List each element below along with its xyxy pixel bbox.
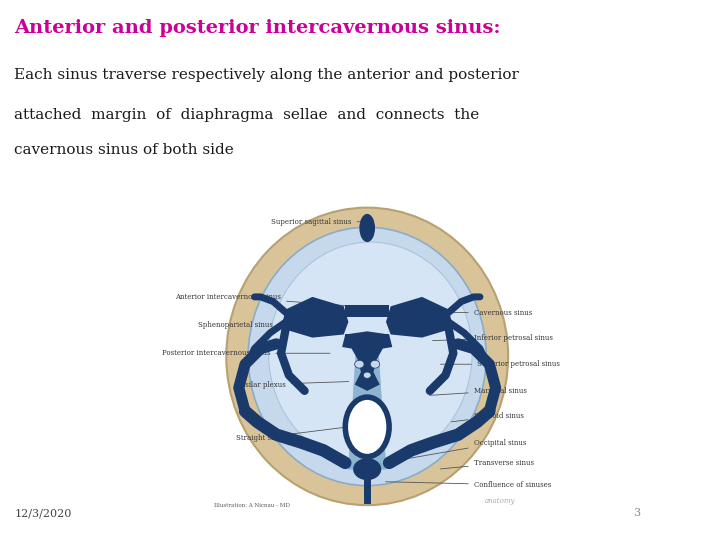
Text: 12/3/2020: 12/3/2020 [14, 508, 72, 518]
Text: Anterior and posterior intercavernous sinus:: Anterior and posterior intercavernous si… [14, 19, 501, 37]
Ellipse shape [364, 372, 371, 379]
Ellipse shape [269, 242, 472, 464]
Text: Superior petrosal sinus: Superior petrosal sinus [441, 360, 559, 368]
Text: Confluence of sinuses: Confluence of sinuses [386, 481, 551, 489]
Text: Posterior intercavernous sinus: Posterior intercavernous sinus [161, 349, 330, 357]
Ellipse shape [248, 227, 486, 485]
Polygon shape [346, 305, 389, 317]
Polygon shape [348, 349, 386, 469]
Text: Illustration: A Nicnau - MD: Illustration: A Nicnau - MD [214, 503, 289, 508]
Ellipse shape [370, 360, 379, 368]
Text: Each sinus traverse respectively along the anterior and posterior: Each sinus traverse respectively along t… [14, 68, 519, 82]
Text: 3: 3 [634, 508, 641, 518]
Polygon shape [386, 297, 454, 338]
Ellipse shape [226, 207, 508, 505]
Ellipse shape [350, 403, 384, 450]
Text: Inferior petrosal sinus: Inferior petrosal sinus [433, 334, 552, 342]
Text: Sphenoparietal sinus: Sphenoparietal sinus [199, 321, 330, 329]
Text: Sigmoid sinus: Sigmoid sinus [451, 412, 523, 422]
Text: Marginal sinus: Marginal sinus [430, 387, 526, 395]
Text: Superior sagittal sinus: Superior sagittal sinus [271, 218, 372, 226]
Polygon shape [281, 297, 348, 338]
Ellipse shape [359, 214, 375, 242]
Text: Anterior intercavernous sinus: Anterior intercavernous sinus [175, 293, 352, 306]
Text: attached  margin  of  diaphragma  sellae  and  connects  the: attached margin of diaphragma sellae and… [14, 108, 480, 122]
Text: Basilar plexus: Basilar plexus [236, 381, 348, 389]
Ellipse shape [355, 360, 364, 368]
Text: Straight sinus: Straight sinus [236, 427, 346, 442]
Text: Transverse sinus: Transverse sinus [441, 459, 534, 469]
Text: Cavernous sinus: Cavernous sinus [405, 308, 532, 316]
Polygon shape [342, 332, 392, 391]
Ellipse shape [353, 458, 382, 480]
Ellipse shape [346, 397, 389, 457]
Text: Occipital sinus: Occipital sinus [386, 438, 526, 462]
Polygon shape [346, 334, 389, 347]
Text: anatomy: anatomy [485, 497, 515, 505]
Text: cavernous sinus of both side: cavernous sinus of both side [14, 143, 234, 157]
